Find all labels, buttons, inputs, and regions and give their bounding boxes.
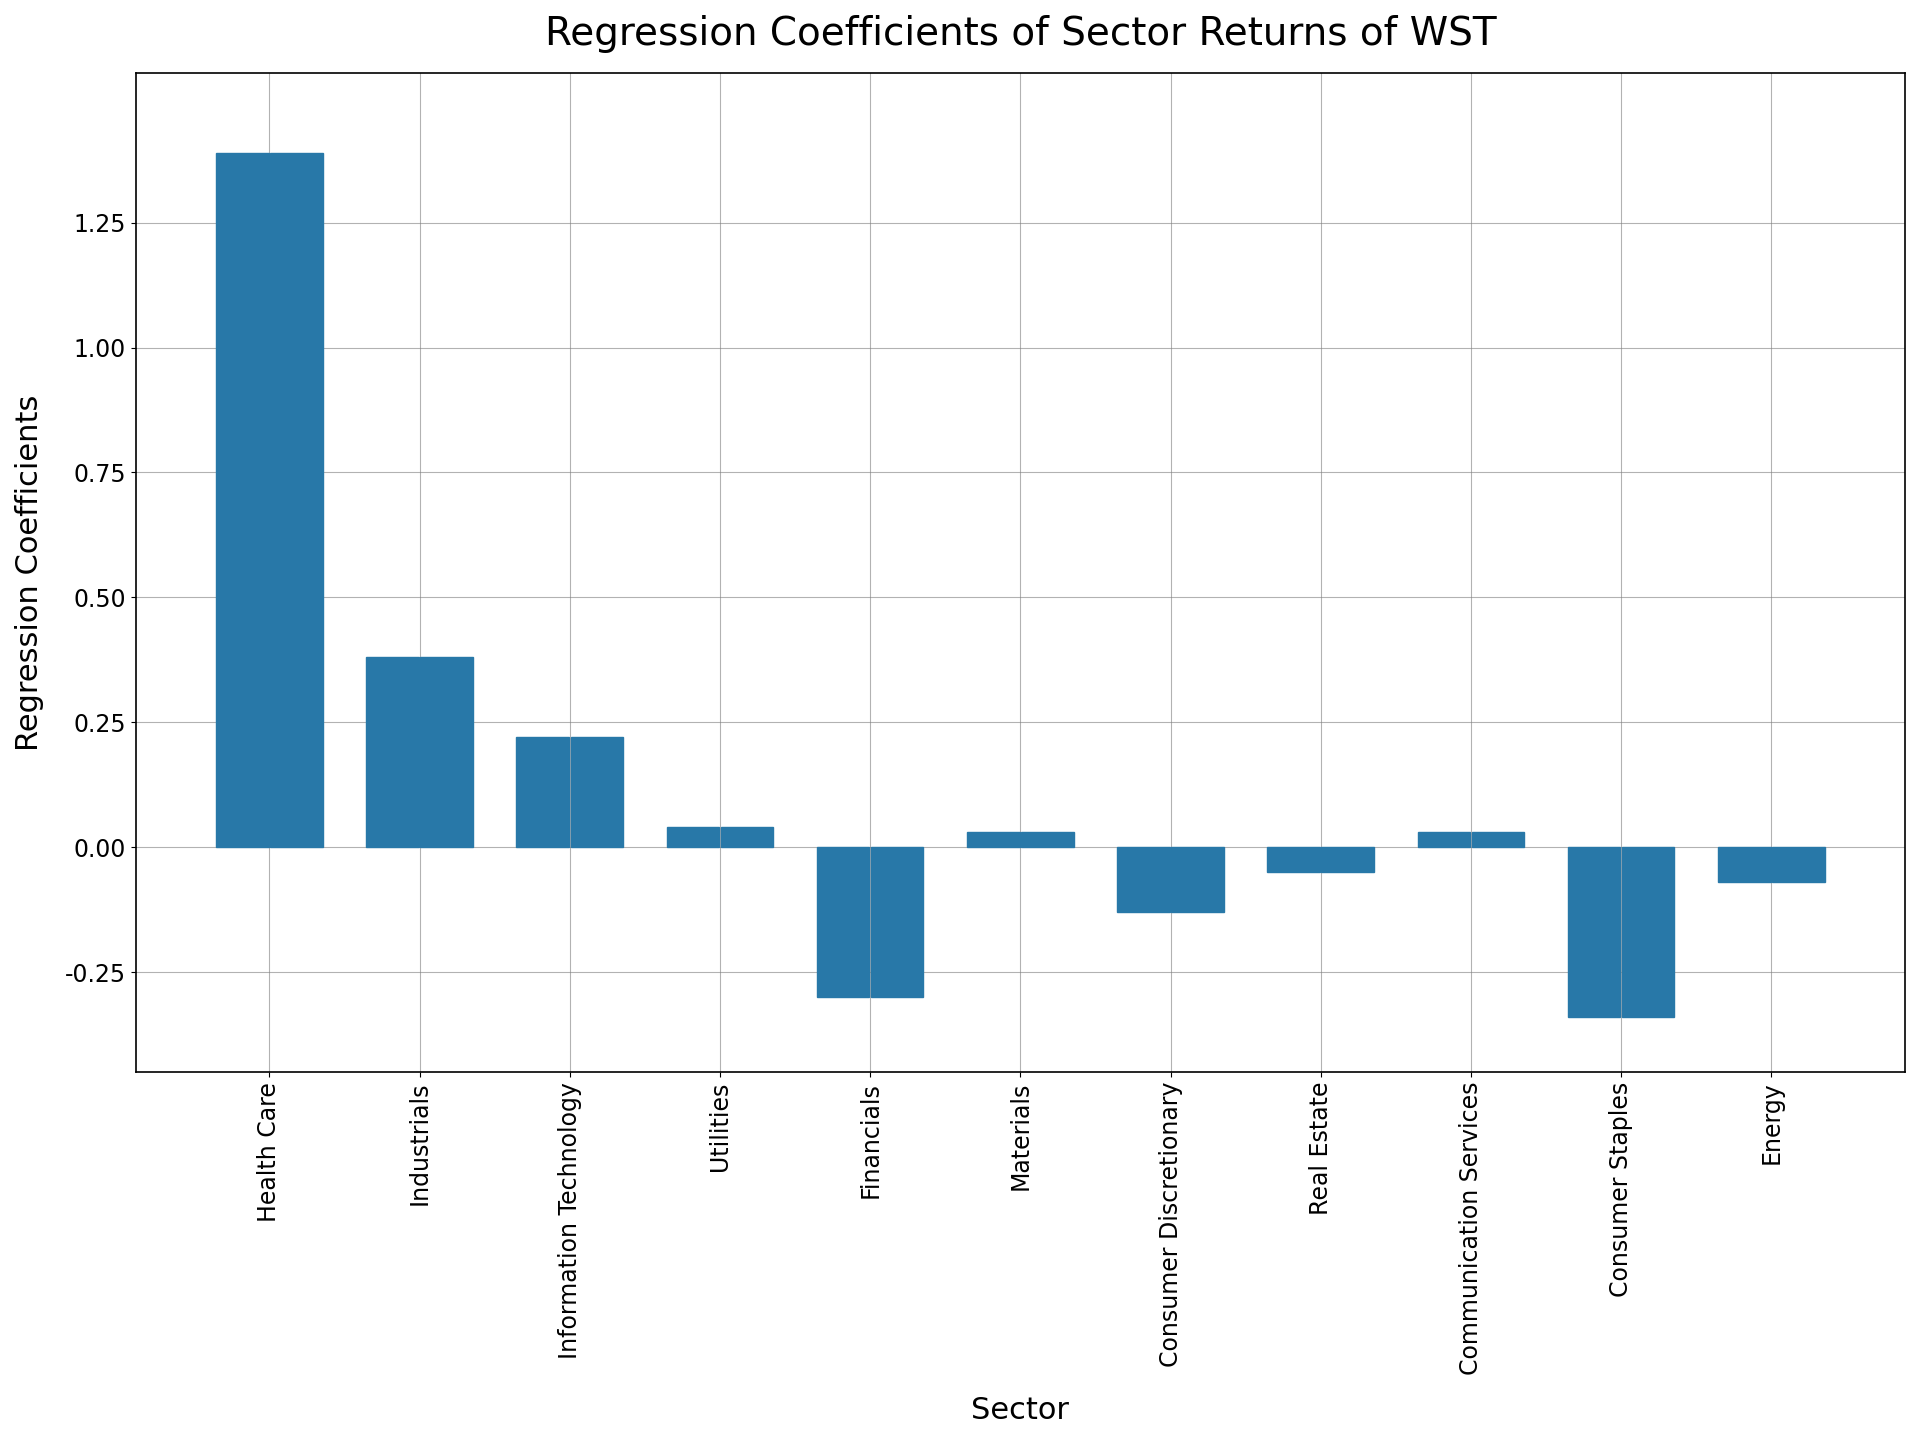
Bar [872,847,924,996]
Bar [1417,832,1471,847]
Bar [1772,847,1824,883]
Bar [1117,847,1169,912]
Bar [1569,847,1620,1017]
Bar [271,153,323,847]
Bar [1171,847,1223,912]
Bar [217,153,269,847]
Bar [1718,847,1770,883]
X-axis label: Sector: Sector [972,1395,1069,1426]
Bar [816,847,870,996]
Bar [720,827,774,847]
Bar [420,657,472,847]
Bar [1471,832,1524,847]
Bar [666,827,720,847]
Y-axis label: Regression Coefficients: Regression Coefficients [15,395,44,750]
Bar [1267,847,1319,873]
Bar [1021,832,1073,847]
Bar [516,737,568,847]
Title: Regression Coefficients of Sector Returns of WST: Regression Coefficients of Sector Return… [545,14,1496,53]
Bar [968,832,1020,847]
Bar [570,737,624,847]
Bar [367,657,419,847]
Bar [1321,847,1375,873]
Bar [1622,847,1674,1017]
